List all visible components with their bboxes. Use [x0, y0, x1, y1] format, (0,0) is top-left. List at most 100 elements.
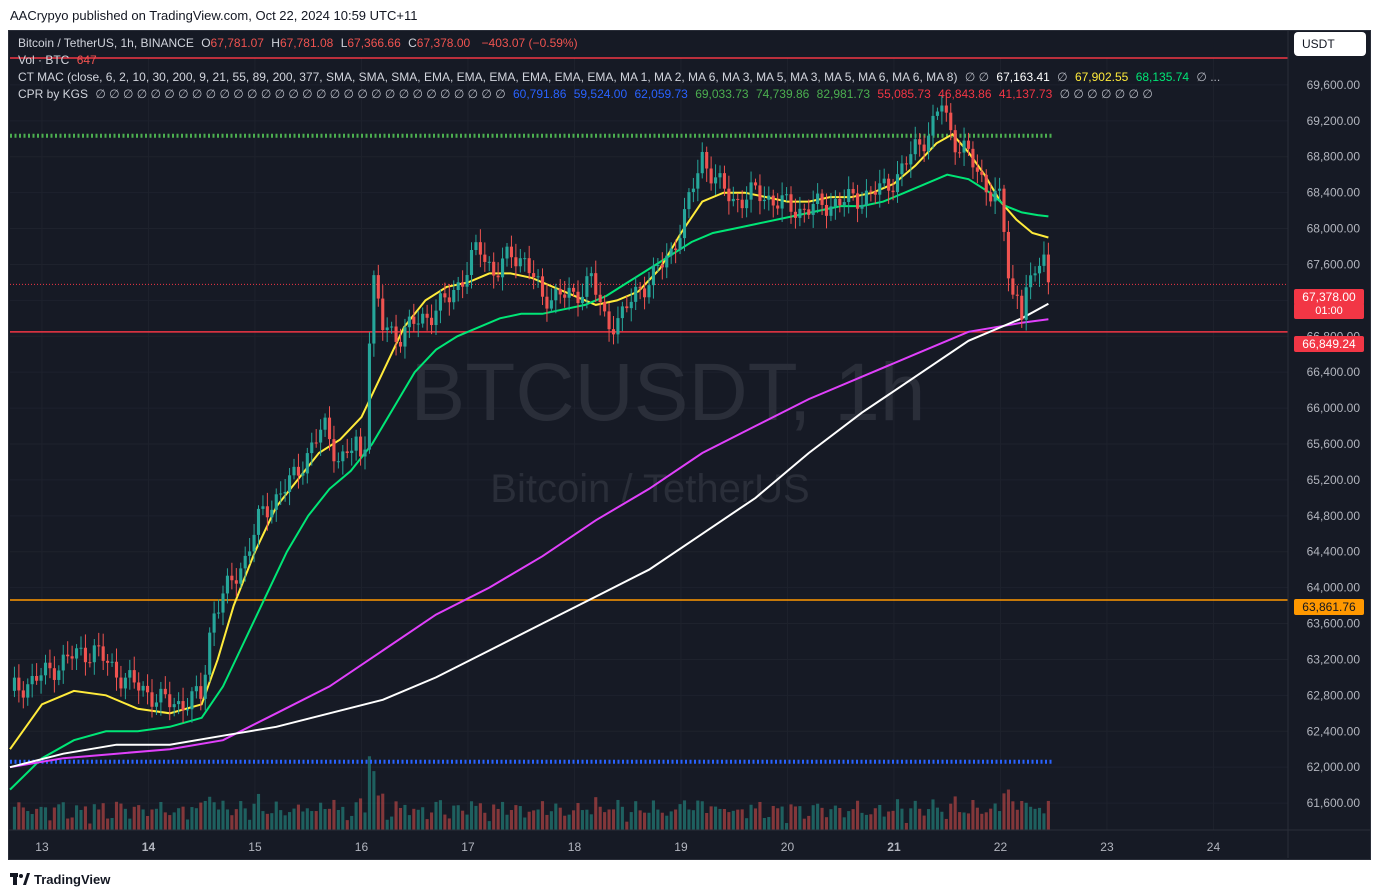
volume-bar [647, 812, 651, 830]
candle-body [532, 273, 536, 278]
candle-body [753, 182, 758, 186]
candle-body [944, 105, 948, 113]
volume-bar [816, 803, 820, 830]
currency-button[interactable]: USDT [1294, 32, 1366, 56]
volume-bar [842, 817, 846, 830]
volume-bar [847, 811, 851, 830]
low-label: L [340, 36, 348, 50]
volume-bar [150, 809, 154, 830]
candle-body [811, 204, 815, 215]
candle-body [651, 265, 655, 286]
candle-body [647, 285, 651, 298]
candle-body [966, 140, 971, 149]
volume-bar [918, 808, 922, 830]
volume-bar [935, 807, 939, 830]
volume-bar [780, 806, 784, 830]
volume-bar [665, 815, 669, 830]
candle-body [398, 341, 403, 347]
candle-body [887, 178, 891, 191]
ctmac-legend: CT MAC (close, 6, 2, 10, 30, 200, 9, 21,… [18, 70, 1224, 84]
chart-frame[interactable] [8, 30, 1371, 860]
volume-bars [12, 756, 1050, 830]
volume-bar [465, 814, 469, 830]
candle-body [305, 453, 309, 474]
volume-bar [256, 793, 261, 830]
volume-bar [758, 801, 762, 830]
candle-body [83, 647, 87, 663]
candle-body [709, 168, 713, 184]
open-label: O [201, 36, 211, 50]
cpr-label[interactable]: CPR by KGS [18, 87, 89, 101]
volume-bar [447, 818, 451, 830]
volume-bar [598, 806, 602, 830]
time-axis: 13 14 15 16 17 18 19 20 21 22 23 24 [9, 829, 1370, 854]
candle-body [248, 551, 252, 556]
bar-countdown: 01:00 [1294, 303, 1364, 319]
candle-body [629, 301, 633, 309]
volume-bar [354, 802, 358, 830]
candle-body [1020, 295, 1024, 320]
price-tick-label: 68,000.00 [1307, 222, 1361, 236]
candle-body [563, 294, 567, 298]
candle-body [159, 688, 163, 703]
candle-body [283, 491, 287, 494]
candle-body [895, 174, 900, 193]
candle-body [70, 656, 74, 659]
volume-bar [860, 812, 864, 830]
candle-body [958, 152, 962, 154]
candle-body [1002, 188, 1006, 232]
volume-bar [185, 819, 190, 830]
ctmac-label[interactable]: CT MAC (close, 6, 2, 10, 30, 200, 9, 21,… [18, 70, 958, 84]
candle-body [177, 701, 181, 705]
volume-bar [363, 812, 367, 830]
candle-body [514, 257, 518, 267]
volume-bar [509, 810, 513, 830]
candle-body [540, 276, 545, 297]
volume-bar [88, 823, 92, 830]
volume-bar [123, 808, 127, 830]
candle-body [1042, 254, 1046, 266]
candle-body [643, 288, 647, 298]
volume-bar [900, 808, 904, 830]
candle-body [971, 148, 975, 168]
volume-bar [443, 814, 447, 830]
candle-body [319, 429, 323, 443]
volume-bar [305, 808, 309, 830]
ctmac-value-2: 67,902.55 [1074, 70, 1129, 84]
volume-bar [367, 756, 371, 830]
candle-body [412, 316, 416, 324]
symbol-title[interactable]: Bitcoin / TetherUS, 1h, BINANCE [18, 36, 194, 50]
candle-body [904, 163, 908, 165]
candle-body [572, 287, 576, 292]
volume-bar [873, 808, 877, 830]
volume-bar [611, 809, 616, 830]
candle-body [878, 183, 882, 195]
candle-body [1033, 273, 1037, 276]
volume-bar [159, 801, 163, 830]
volume-label[interactable]: Vol · BTC [18, 53, 70, 67]
volume-bar [696, 800, 700, 830]
volume-bar [887, 811, 891, 830]
volume-bar [753, 808, 758, 830]
candle-body [740, 199, 744, 209]
volume-bar [572, 810, 576, 830]
candle-body [256, 508, 261, 535]
volume-bar [998, 811, 1002, 830]
volume-bar [856, 800, 860, 830]
tradingview-brand[interactable]: TradingView [34, 872, 111, 887]
volume-bar [514, 805, 518, 830]
volume-bar [820, 807, 824, 830]
volume-bar [234, 809, 238, 830]
candle-body [252, 534, 256, 552]
volume-bar [767, 817, 771, 830]
candle-body [940, 105, 944, 112]
volume-bar [669, 811, 673, 830]
volume-bar [638, 810, 642, 830]
volume-bar [594, 797, 598, 830]
volume-bar [536, 809, 540, 830]
candle-body [527, 258, 531, 274]
time-tick-label: 15 [248, 840, 262, 854]
candle-body [132, 670, 136, 683]
volume-bar [412, 808, 416, 830]
